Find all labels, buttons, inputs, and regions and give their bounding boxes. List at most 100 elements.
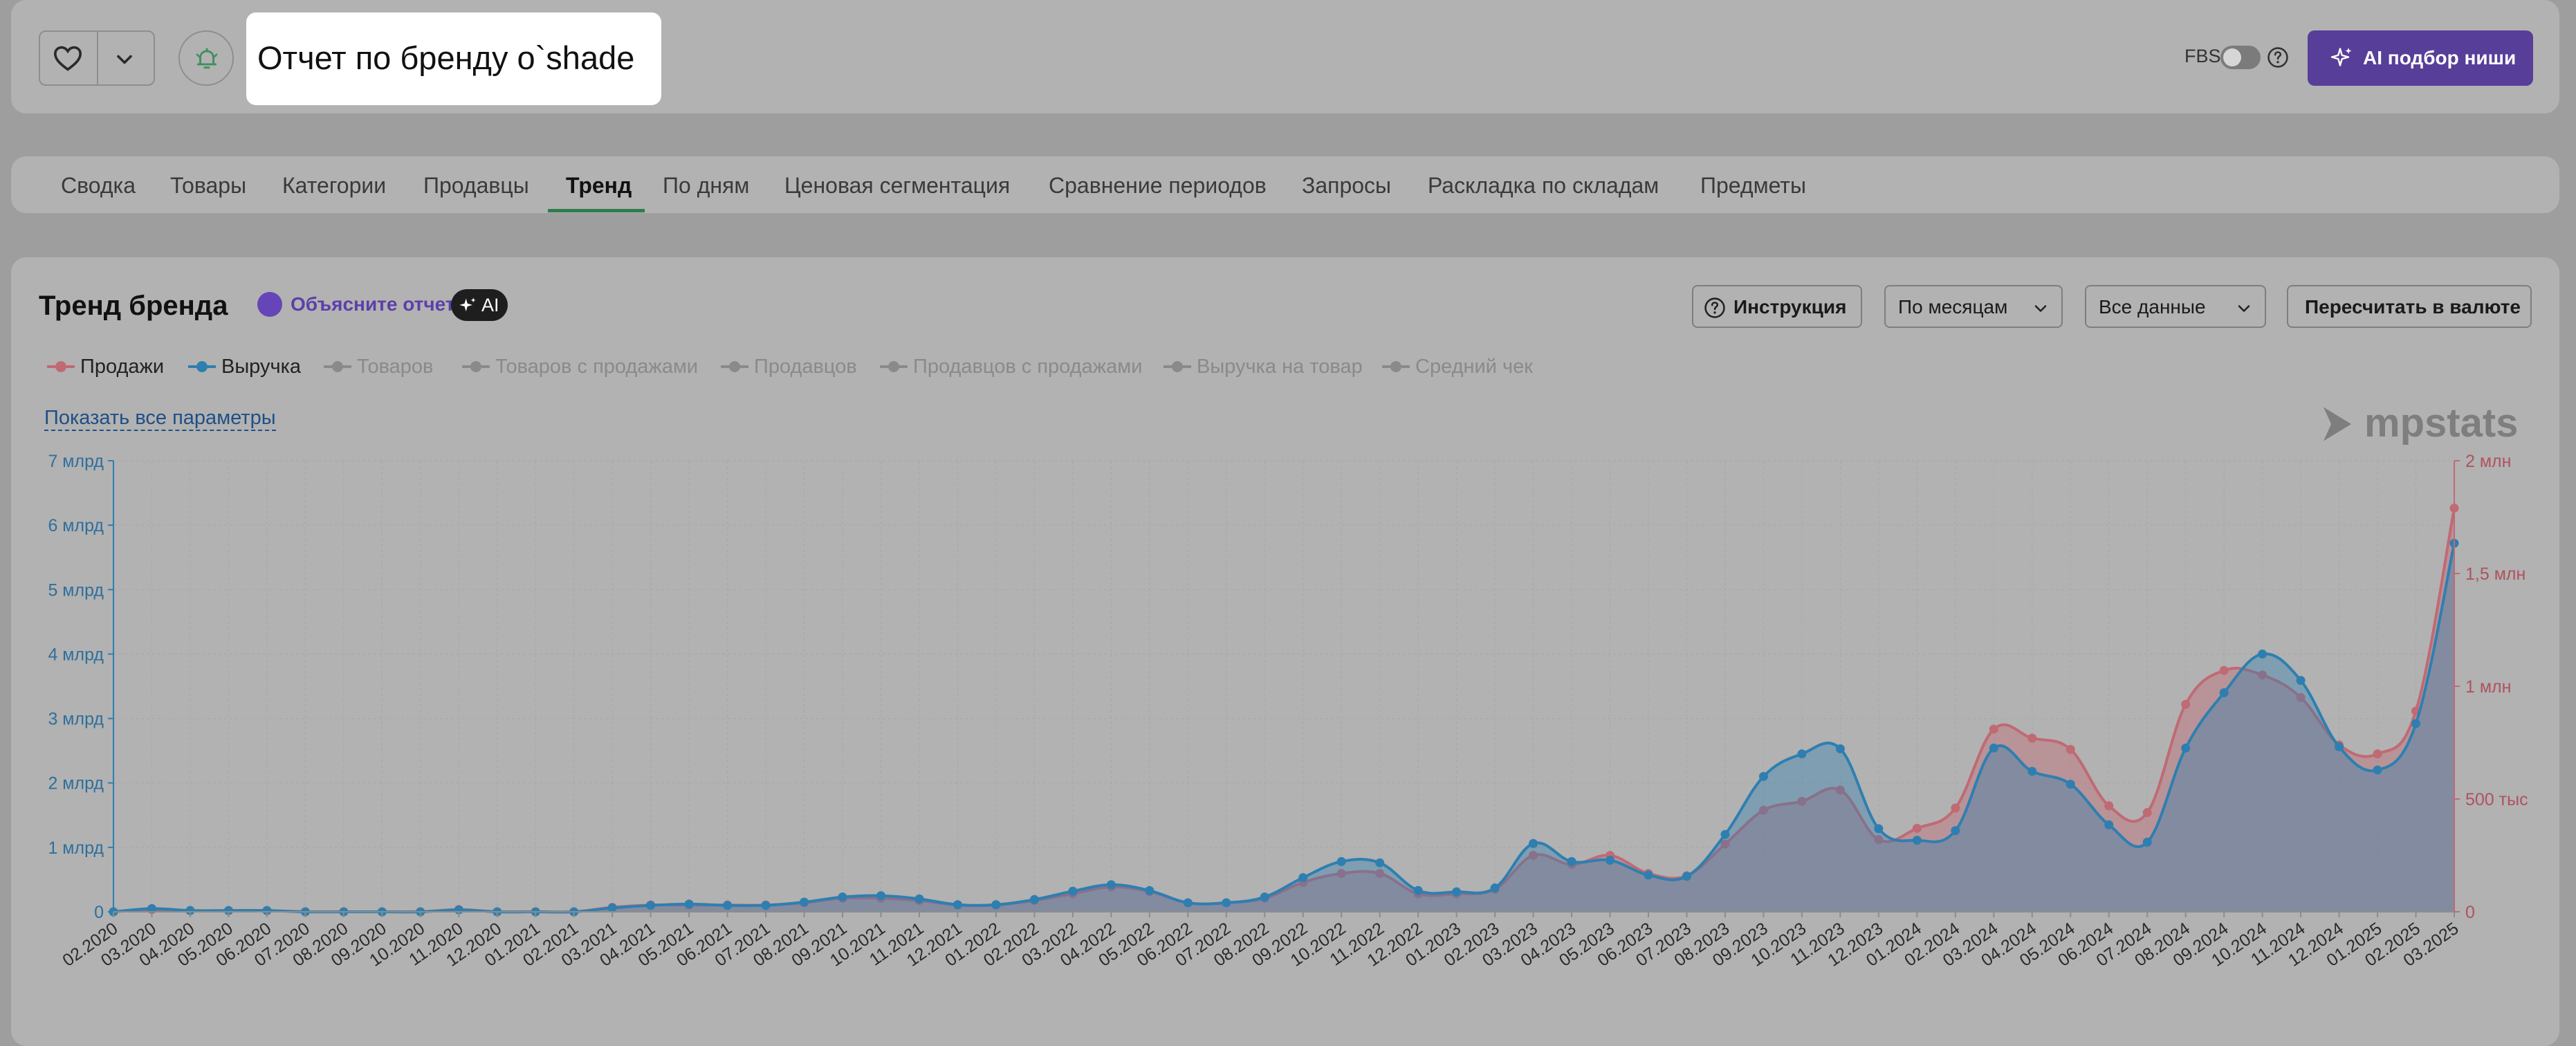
data-point-revenue xyxy=(1529,838,1538,848)
sparkle-icon xyxy=(459,297,476,312)
tab-subjects[interactable]: Предметы xyxy=(1700,173,1806,198)
data-select-value: Все данные xyxy=(2099,296,2206,318)
legend-marker-icon xyxy=(47,361,75,372)
left-axis-tick-label: 1 млрд xyxy=(48,838,104,858)
data-point-revenue xyxy=(2373,765,2382,775)
data-point-sales xyxy=(2258,670,2267,680)
period-select[interactable]: По месяцам xyxy=(1884,285,2063,328)
legend-label: Товаров с продажами xyxy=(495,356,699,378)
tab-summary[interactable]: Сводка xyxy=(61,173,136,198)
series-area-sales xyxy=(113,508,2454,912)
active-tab-indicator xyxy=(548,209,645,212)
tab-price-segmentation[interactable]: Ценовая сегментация xyxy=(784,173,1011,198)
data-point-revenue xyxy=(2142,837,2152,847)
data-point-revenue xyxy=(2066,780,2075,789)
data-point-revenue xyxy=(1490,883,1500,893)
data-point-revenue xyxy=(1951,826,1960,836)
period-select-value: По месяцам xyxy=(1898,296,2008,318)
data-point-revenue xyxy=(1758,771,1768,781)
fbs-label: FBS xyxy=(2184,46,2221,66)
data-select[interactable]: Все данные xyxy=(2085,285,2266,328)
legend-label: Продавцов с продажами xyxy=(913,356,1143,378)
notification-button[interactable] xyxy=(178,30,234,86)
tab-sellers[interactable]: Продавцы xyxy=(423,173,529,198)
legend-label: Выручка xyxy=(221,356,302,378)
data-point-revenue xyxy=(1720,829,1730,839)
page-title: Отчет по бренду o`shade xyxy=(257,39,635,76)
fbs-toggle[interactable] xyxy=(2220,46,2261,69)
data-point-sales xyxy=(2373,749,2382,759)
data-point-sales xyxy=(1951,803,1960,813)
data-point-revenue xyxy=(2219,688,2229,697)
explain-report-label: Объясните отчет xyxy=(291,293,455,315)
legend-label: Средний чек xyxy=(1415,356,1533,378)
tab-queries[interactable]: Запросы xyxy=(1302,173,1392,198)
data-point-revenue xyxy=(1989,743,1998,753)
sparkle-icon xyxy=(2330,48,2352,66)
data-point-revenue xyxy=(838,892,847,902)
data-point-revenue xyxy=(1222,898,1231,908)
data-point-revenue xyxy=(1835,744,1845,753)
data-point-revenue xyxy=(876,891,886,901)
favorite-button-group[interactable] xyxy=(39,30,155,86)
tab-by-days[interactable]: По дням xyxy=(663,173,750,198)
data-point-sales xyxy=(1835,785,1845,795)
bell-icon xyxy=(196,48,218,69)
data-point-revenue xyxy=(2335,742,2344,752)
ai-badge[interactable]: AI xyxy=(451,289,508,321)
heart-icon[interactable] xyxy=(53,44,83,75)
data-point-revenue xyxy=(1260,892,1269,902)
data-point-revenue xyxy=(1145,886,1154,895)
data-point-revenue xyxy=(1029,894,1039,904)
legend-label: Продажи xyxy=(80,356,165,378)
ai-niche-button[interactable]: AI подбор ниши xyxy=(2308,30,2533,86)
data-point-revenue xyxy=(800,897,809,907)
tab-categories[interactable]: Категории xyxy=(282,173,387,198)
data-point-revenue xyxy=(607,903,617,912)
mpstats-logo: mpstats xyxy=(2319,401,2518,448)
data-point-revenue xyxy=(185,906,195,915)
data-point-sales xyxy=(1336,869,1346,879)
section-title: Тренд бренда xyxy=(39,291,228,321)
report-title-box: Отчет по бренду o`shade xyxy=(246,12,661,105)
data-point-revenue xyxy=(1874,824,1884,834)
question-icon[interactable] xyxy=(2266,46,2290,73)
tab-trend[interactable]: Тренд xyxy=(566,173,632,198)
data-point-revenue xyxy=(223,906,233,915)
chevron-down-icon xyxy=(2238,305,2250,312)
data-point-sales xyxy=(1758,805,1768,815)
data-point-sales xyxy=(2066,744,2075,754)
data-point-revenue xyxy=(2027,767,2037,776)
data-point-revenue xyxy=(1413,886,1423,895)
currency-button-label: Пересчитать в валюте xyxy=(2305,296,2521,318)
data-point-revenue xyxy=(684,899,694,909)
mpstats-logo-icon xyxy=(2323,407,2352,441)
data-point-revenue xyxy=(1106,880,1116,890)
legend-label: Выручка на товар xyxy=(1197,356,1363,378)
assistant-avatar-icon xyxy=(257,292,282,317)
left-axis-tick-label: 3 млрд xyxy=(48,710,104,729)
left-axis-tick-label: 4 млрд xyxy=(48,645,104,664)
left-axis-tick-label: 0 xyxy=(94,903,104,922)
legend-label: Товаров xyxy=(357,356,434,378)
tab-warehouse-layout[interactable]: Раскладка по складам xyxy=(1428,173,1659,198)
right-axis-tick-label: 1,5 млн xyxy=(2465,565,2526,584)
data-point-revenue xyxy=(1452,887,1462,897)
data-point-revenue xyxy=(1606,855,1615,865)
data-point-revenue xyxy=(1183,898,1193,908)
data-point-revenue xyxy=(2411,719,2421,728)
currency-button[interactable]: Пересчитать в валюте xyxy=(2287,285,2532,328)
trend-chart: 0 1 млрд 2 млрд 3 млрд 4 млрд 5 млрд 6 млрд 7 м… xyxy=(48,452,2528,971)
tab-period-comparison[interactable]: Сравнение периодов xyxy=(1049,173,1267,198)
tab-products[interactable]: Товары xyxy=(170,173,247,198)
data-point-revenue xyxy=(646,901,656,910)
right-axis-tick-label: 0 xyxy=(2465,903,2475,922)
chevron-down-icon[interactable] xyxy=(112,47,137,75)
data-point-revenue xyxy=(1644,870,1653,880)
instruction-button[interactable]: Инструкция xyxy=(1692,285,1862,328)
legend-marker-icon xyxy=(1382,361,1410,372)
show-all-parameters-link[interactable]: Показать все параметры xyxy=(44,407,276,431)
left-axis-tick-label: 5 млрд xyxy=(48,580,104,600)
chevron-down-icon xyxy=(2034,305,2047,312)
divider xyxy=(97,32,98,84)
